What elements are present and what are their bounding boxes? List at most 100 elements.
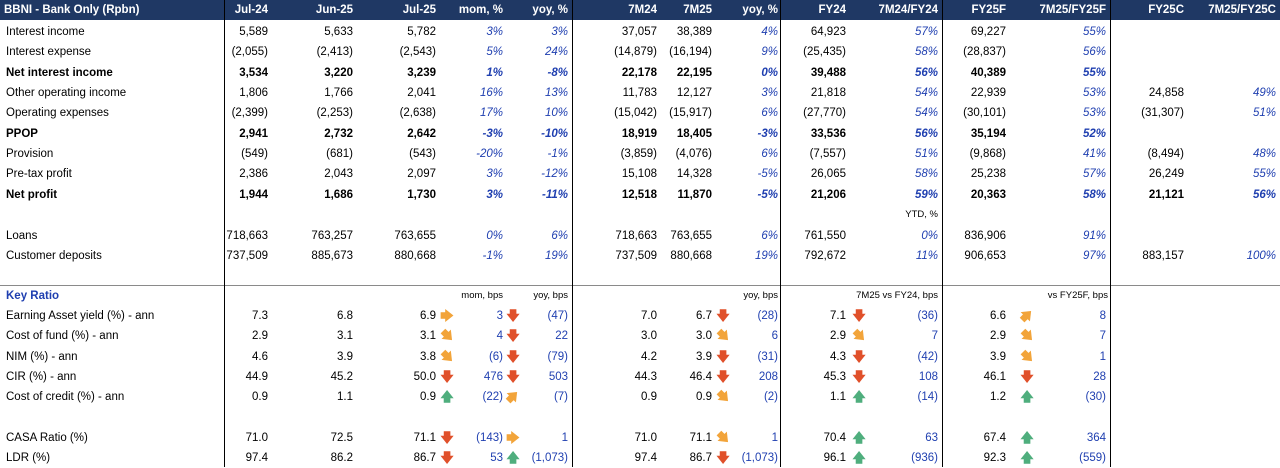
data-cell: 55% xyxy=(1082,66,1106,79)
up-arrow-icon: 🡅 xyxy=(1020,430,1034,446)
data-cell: 57% xyxy=(1082,168,1106,181)
ratio-cell: 46.1 xyxy=(983,371,1006,384)
data-cell: (27,770) xyxy=(803,107,846,120)
data-cell: 26,065 xyxy=(810,168,846,181)
data-cell: -5% xyxy=(757,188,778,201)
data-cell: 5% xyxy=(486,46,503,59)
data-cell: 54% xyxy=(914,87,938,100)
header-col: Jun-25 xyxy=(315,4,353,16)
data-cell: 21,206 xyxy=(810,188,846,201)
data-cell: 718,663 xyxy=(226,229,268,242)
data-cell: 38,389 xyxy=(676,26,712,38)
data-cell: 37,057 xyxy=(621,26,657,38)
header-col: 7M25/FY25C xyxy=(1208,4,1276,16)
data-cell: 2,043 xyxy=(324,168,353,181)
data-cell: 57% xyxy=(914,26,938,38)
data-cell: 1,806 xyxy=(239,87,268,100)
uright-arrow-icon: 🡆 xyxy=(502,386,523,408)
data-cell: (30,101) xyxy=(963,107,1006,120)
ratio-cell: (143) xyxy=(476,432,503,445)
data-cell: -8% xyxy=(547,66,568,79)
data-cell: -1% xyxy=(547,148,568,161)
data-cell: 761,550 xyxy=(804,229,846,242)
data-cell: 17% xyxy=(479,107,503,120)
data-cell: 2,941 xyxy=(239,127,268,140)
data-cell: 54% xyxy=(914,107,938,120)
data-cell: 3% xyxy=(761,87,778,100)
data-cell: 59% xyxy=(914,188,938,201)
down-arrow-icon: 🡇 xyxy=(716,348,730,364)
row-label: Customer deposits xyxy=(6,249,102,262)
ratio-cell: 71.1 xyxy=(689,432,712,445)
data-cell: 16% xyxy=(479,87,503,100)
ratio-cell: 8 xyxy=(1099,310,1106,322)
data-cell: 2,386 xyxy=(239,168,268,181)
ratio-cell: 1 xyxy=(561,432,568,445)
ratio-cell: (6) xyxy=(488,350,503,363)
data-cell: 53% xyxy=(1082,87,1106,100)
ratio-cell: 1 xyxy=(1099,350,1106,363)
down-arrow-icon: 🡇 xyxy=(440,450,454,466)
ratio-cell: 108 xyxy=(918,371,938,384)
ratio-cell: (1,073) xyxy=(741,452,778,465)
data-cell: 885,673 xyxy=(311,249,353,262)
ratio-cell: (31) xyxy=(757,350,778,363)
ratio-label: NIM (%) - ann xyxy=(6,350,78,363)
ratio-cell: 2.9 xyxy=(252,330,268,343)
data-cell: 0% xyxy=(921,229,938,242)
ratio-cell: 0.9 xyxy=(252,391,268,404)
dright-arrow-icon: 🡆 xyxy=(713,386,734,408)
ratio-cell: 3.9 xyxy=(337,350,353,363)
data-cell: (7,557) xyxy=(809,148,846,161)
ratio-cell: 92.3 xyxy=(983,452,1006,465)
data-cell: 41% xyxy=(1082,148,1106,161)
data-cell: 25,238 xyxy=(970,168,1006,181)
column-divider xyxy=(224,0,225,467)
header-bar xyxy=(0,0,1280,20)
data-cell: 718,663 xyxy=(615,229,657,242)
data-cell: 3% xyxy=(486,168,503,181)
ratio-cell: 0.9 xyxy=(641,391,657,404)
header-col: mom, % xyxy=(458,4,503,16)
ratio-cell: 2.9 xyxy=(990,330,1006,343)
data-cell: 4% xyxy=(761,26,778,38)
ratio-cell: (7) xyxy=(553,391,568,404)
data-cell: 12,127 xyxy=(676,87,712,100)
header-col: FY25F xyxy=(971,4,1006,16)
data-cell: 97% xyxy=(1082,249,1106,262)
row-label: Interest income xyxy=(6,26,85,38)
data-cell: (4,076) xyxy=(675,148,712,161)
data-cell: (28,837) xyxy=(963,46,1006,59)
ratio-cell: 3.1 xyxy=(337,330,353,343)
data-cell: 56% xyxy=(914,66,938,79)
row-label: Other operating income xyxy=(6,87,127,100)
ratio-cell: (936) xyxy=(911,452,938,465)
data-cell: (25,435) xyxy=(803,46,846,59)
down-arrow-icon: 🡇 xyxy=(1020,369,1034,385)
data-cell: 5,589 xyxy=(239,26,268,38)
data-cell: -20% xyxy=(476,148,503,161)
ratio-cell: 63 xyxy=(925,432,938,445)
ratio-cell: 0.9 xyxy=(420,391,436,404)
fy25f-note: vs FY25F, bps xyxy=(1047,290,1108,301)
data-cell: 1,730 xyxy=(407,188,436,201)
dright-arrow-icon: 🡆 xyxy=(1017,346,1038,367)
data-cell: 18,405 xyxy=(676,127,712,140)
ratio-cell: 71.1 xyxy=(413,432,436,445)
data-cell: 51% xyxy=(1252,107,1276,120)
data-cell: 6% xyxy=(761,229,778,242)
header-col: FY24 xyxy=(818,4,847,16)
dright-arrow-icon: 🡆 xyxy=(713,427,734,448)
data-cell: 56% xyxy=(1252,188,1276,201)
data-cell: 3,239 xyxy=(407,66,436,79)
ratio-cell: (36) xyxy=(917,310,938,322)
row-label: Net interest income xyxy=(6,66,113,79)
ratio-cell: 86.2 xyxy=(330,452,353,465)
ratio-cell: (79) xyxy=(547,350,568,363)
header-col: Jul-24 xyxy=(234,4,268,16)
data-cell: -3% xyxy=(482,127,503,140)
data-cell: (2,253) xyxy=(316,107,353,120)
ratio-cell: 208 xyxy=(758,371,778,384)
up-arrow-icon: 🡅 xyxy=(1020,450,1034,466)
